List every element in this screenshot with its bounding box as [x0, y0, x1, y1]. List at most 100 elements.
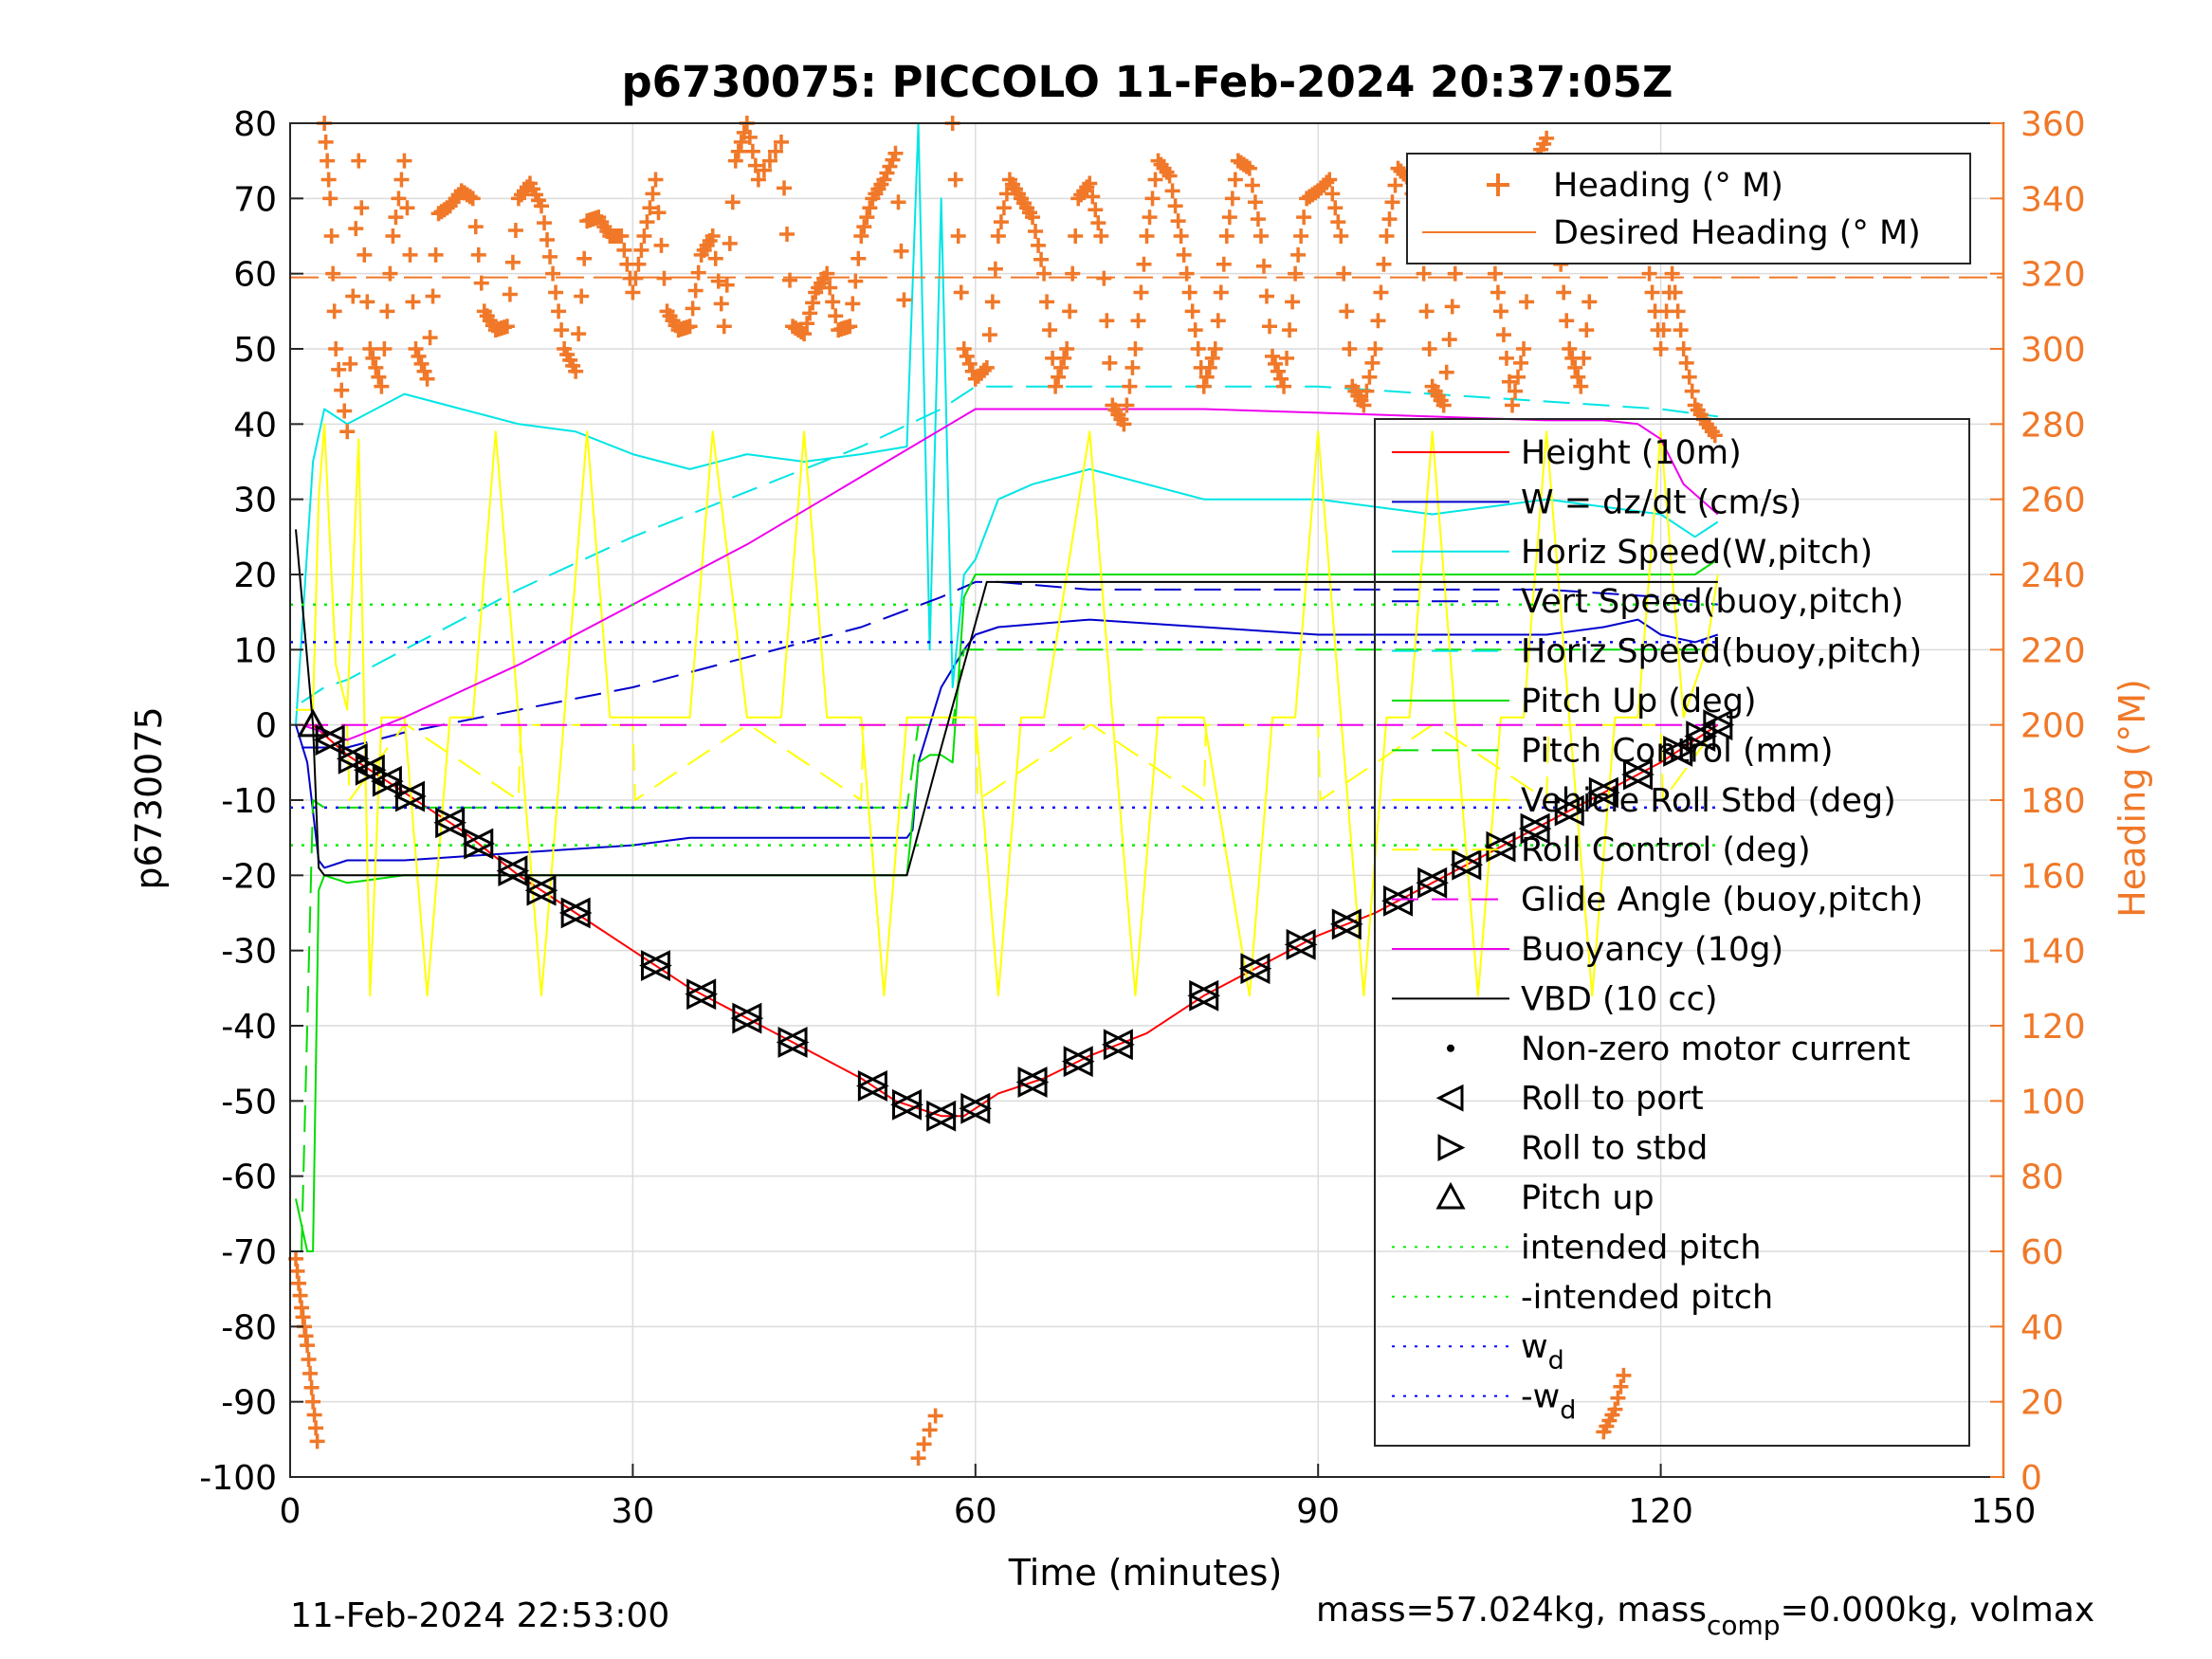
heading-marker [1376, 256, 1392, 272]
heading-marker [802, 305, 818, 321]
series-layer [290, 122, 1719, 1252]
heading-marker [1296, 210, 1312, 226]
heading-marker [631, 256, 647, 272]
heading-marker [305, 1394, 321, 1410]
heading-marker [1196, 378, 1212, 394]
heading-marker [1681, 369, 1697, 385]
heading-marker [639, 214, 655, 230]
heading-marker [1139, 228, 1155, 244]
heading-marker [1273, 371, 1289, 387]
legend-main-label: Horiz Speed(buoy,pitch) [1521, 633, 1922, 671]
heading-marker [416, 363, 432, 379]
heading-marker [1216, 256, 1232, 272]
heading-marker [320, 153, 336, 169]
heading-marker [1336, 265, 1352, 282]
heading-marker [325, 265, 341, 282]
heading-marker [551, 303, 567, 319]
pitch-up-marker [297, 708, 329, 738]
roll-stbd-marker [1452, 848, 1484, 881]
y2-tick-label: 240 [2020, 556, 2086, 595]
heading-marker [819, 265, 835, 282]
roll-stbd-marker [560, 897, 593, 929]
heading-marker [1190, 341, 1206, 356]
heading-marker [1519, 294, 1535, 310]
heading-marker [1033, 251, 1050, 267]
heading-marker [1204, 350, 1220, 366]
y-tick-label: -40 [221, 1008, 277, 1047]
heading-marker [323, 228, 339, 244]
legend-main-swatch [1435, 1084, 1464, 1112]
legend-main-label: Pitch Up (deg) [1521, 683, 1757, 720]
heading-marker [890, 194, 906, 210]
heading-marker [1136, 256, 1152, 272]
y-tick-label: -30 [221, 933, 277, 972]
heading-marker [953, 284, 969, 301]
heading-marker [741, 129, 758, 145]
y2-axis-label: Heading (°M) [2111, 679, 2153, 918]
heading-marker [1042, 322, 1058, 338]
heading-marker [345, 288, 361, 304]
heading-marker [1247, 194, 1263, 210]
y2-tick-label: 180 [2020, 782, 2086, 821]
legend-main-box [1374, 418, 1970, 1447]
heading-marker [750, 172, 766, 188]
heading-marker [1510, 369, 1526, 385]
heading-marker [351, 153, 367, 169]
legend-main-label: W = dz/dt (cm/s) [1521, 483, 1801, 521]
heading-marker [1487, 265, 1503, 282]
legend-main-label: Vert Speed(buoy,pitch) [1521, 583, 1904, 621]
heading-marker [1053, 359, 1069, 375]
y2-tick-label: 40 [2020, 1308, 2064, 1347]
heading-marker [1173, 228, 1189, 244]
heading-marker [507, 223, 523, 239]
y2-tick-label: 100 [2020, 1083, 2086, 1121]
roll-stbd-marker [1063, 1046, 1095, 1078]
heading-marker [777, 180, 793, 196]
heading-marker [568, 363, 584, 379]
heading-marker [893, 243, 909, 259]
heading-marker [1327, 200, 1344, 216]
heading-marker [534, 198, 550, 214]
roll-stbd-marker [1663, 736, 1695, 767]
footer-mass-sub: comp [1707, 1610, 1781, 1641]
heading-marker [774, 134, 790, 150]
heading-marker [422, 330, 438, 346]
y-axis-label: p6730075 [128, 706, 170, 889]
heading-marker [1210, 313, 1226, 329]
roll-stbd-marker [686, 978, 719, 1011]
y-tick-label: 60 [233, 256, 277, 295]
heading-marker [326, 303, 342, 319]
heading-marker [1207, 341, 1223, 356]
heading-marker [428, 246, 444, 263]
heading-marker [822, 280, 838, 296]
heading-marker [537, 215, 553, 231]
series-line [295, 122, 1719, 725]
heading-marker [1096, 270, 1112, 286]
heading-marker [1238, 158, 1254, 174]
heading-marker [1655, 322, 1672, 338]
heading-marker [842, 319, 858, 335]
y2-tick-label: 340 [2020, 180, 2086, 219]
heading-marker [1641, 265, 1657, 282]
heading-marker [1359, 383, 1375, 399]
heading-marker [303, 1379, 320, 1395]
y-tick-label: -90 [221, 1384, 277, 1423]
heading-marker [322, 191, 338, 207]
heading-marker [713, 296, 729, 312]
heading-marker [747, 157, 763, 173]
y-tick-label: -100 [199, 1459, 277, 1498]
y-tick-label: -10 [221, 782, 277, 821]
heading-marker [993, 214, 1009, 230]
y-tick-label: 30 [233, 482, 277, 520]
heading-marker [1684, 383, 1700, 399]
heading-marker [1227, 172, 1243, 188]
heading-marker [850, 250, 867, 266]
heading-marker [1342, 341, 1358, 356]
legend-main-label-text: -w [1521, 1378, 1560, 1416]
roll-stbd-marker [1417, 866, 1450, 899]
heading-marker [320, 172, 337, 188]
heading-marker [767, 143, 783, 159]
heading-marker [1164, 183, 1180, 199]
legend-main-label: Roll to stbd [1521, 1130, 1708, 1168]
heading-marker [1252, 228, 1269, 244]
